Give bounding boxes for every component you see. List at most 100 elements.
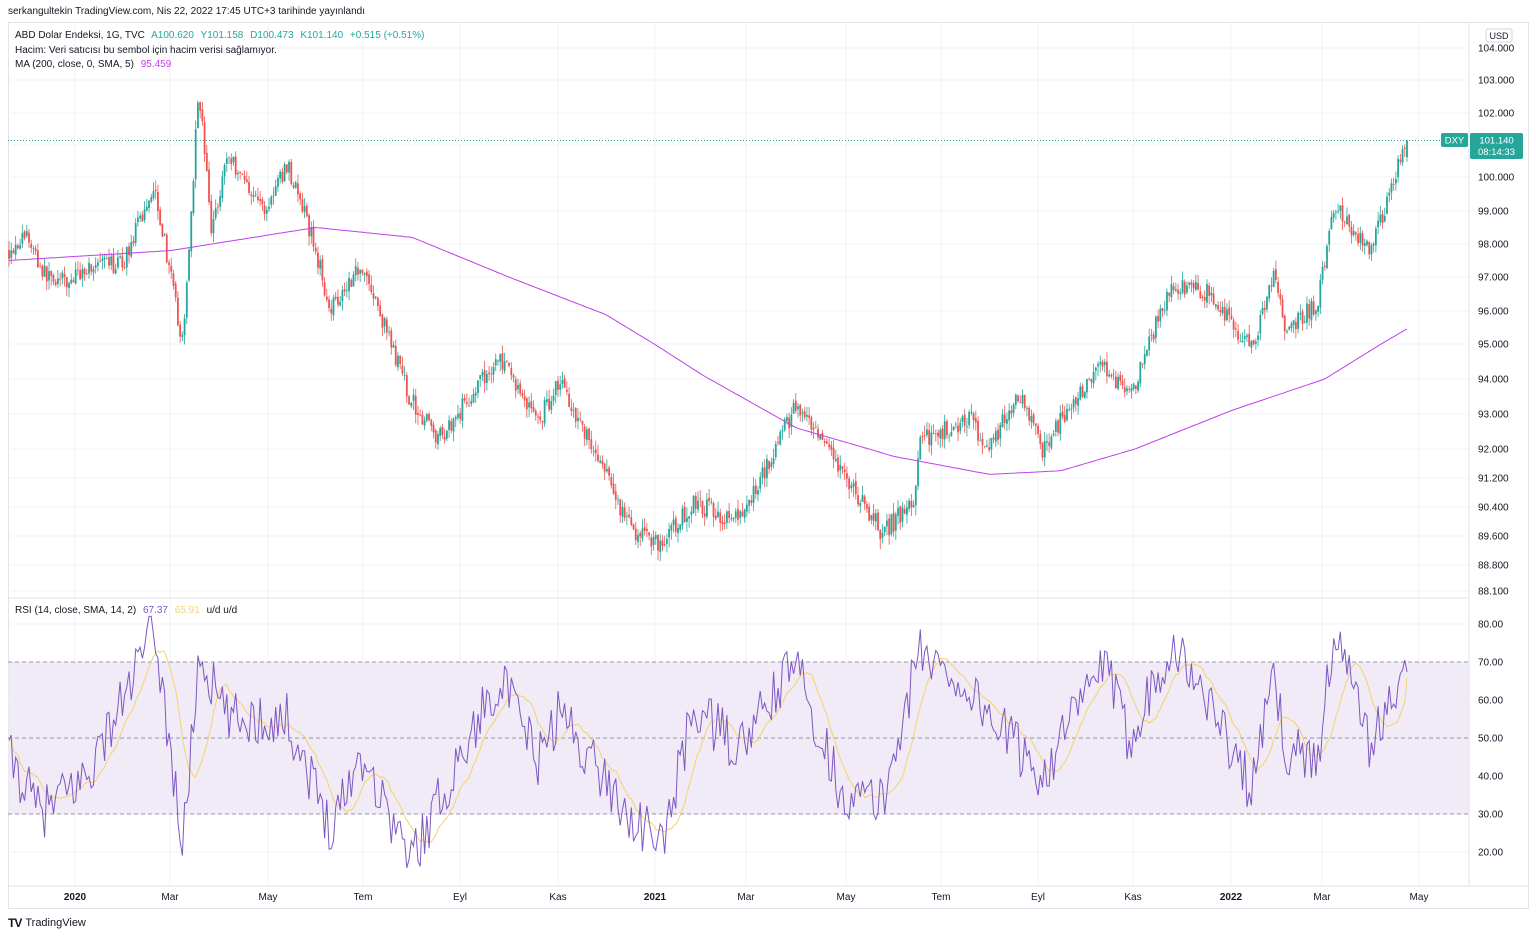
candle xyxy=(350,278,353,288)
candle xyxy=(1039,429,1042,450)
candle xyxy=(677,523,679,543)
candle xyxy=(1014,393,1017,410)
candle xyxy=(348,271,350,301)
rsi-legend[interactable]: RSI (14, close, SMA, 14, 2) 67.37 65.91 … xyxy=(15,605,241,616)
candle xyxy=(277,174,279,192)
candle xyxy=(1366,239,1368,247)
candle xyxy=(790,407,793,435)
candle xyxy=(390,327,393,355)
candle xyxy=(603,462,606,480)
candle xyxy=(572,402,575,418)
candle xyxy=(325,288,328,302)
candle xyxy=(1361,230,1364,252)
candle xyxy=(592,445,595,457)
candle xyxy=(28,228,30,248)
tradingview-footer[interactable]: TV TradingView xyxy=(8,916,86,930)
candle xyxy=(383,316,386,334)
candle xyxy=(159,206,162,227)
candle xyxy=(125,246,128,276)
candle xyxy=(99,252,102,263)
candle xyxy=(459,407,462,424)
candle xyxy=(1241,332,1244,344)
candle xyxy=(354,258,357,282)
candle xyxy=(81,264,84,287)
candle xyxy=(812,421,815,439)
candle xyxy=(1206,279,1208,308)
candle xyxy=(1026,405,1028,417)
candle xyxy=(543,396,546,427)
candle xyxy=(828,438,831,451)
candle xyxy=(930,425,933,456)
candle xyxy=(1226,303,1228,322)
candle xyxy=(557,375,559,398)
candle xyxy=(837,454,839,478)
candle xyxy=(305,202,308,218)
candle xyxy=(721,515,724,531)
candle xyxy=(999,422,1002,447)
candle xyxy=(719,508,722,532)
price-tick-label: 90.400 xyxy=(1478,503,1509,514)
candle xyxy=(645,523,648,538)
candle xyxy=(317,246,319,275)
candle xyxy=(165,232,168,264)
candle xyxy=(221,170,224,202)
candle xyxy=(568,387,570,408)
candle xyxy=(1337,203,1340,215)
candle xyxy=(488,366,490,381)
legend-symbol[interactable]: ABD Dolar Endeksi, 1G, TVC xyxy=(15,30,145,41)
candle xyxy=(179,321,182,343)
candle xyxy=(1401,145,1404,167)
candle xyxy=(441,423,444,439)
candle xyxy=(537,413,539,425)
candle xyxy=(168,259,170,274)
candle xyxy=(901,502,904,528)
candle xyxy=(105,254,108,260)
candle xyxy=(263,201,266,221)
candle xyxy=(8,241,10,267)
candle xyxy=(134,218,137,247)
candle xyxy=(725,509,728,529)
candle xyxy=(879,529,882,550)
candle xyxy=(452,417,455,442)
candle xyxy=(1008,403,1011,430)
candle xyxy=(14,235,17,260)
candle xyxy=(923,425,926,441)
candle xyxy=(474,386,477,403)
candle xyxy=(79,262,82,281)
candle xyxy=(1197,275,1199,291)
candle xyxy=(1041,441,1044,462)
candle xyxy=(465,393,468,408)
candle xyxy=(1210,286,1213,302)
candle xyxy=(301,192,304,214)
candle xyxy=(74,262,77,285)
candle xyxy=(854,472,857,500)
candle xyxy=(1072,395,1075,413)
candle xyxy=(846,466,848,488)
candle xyxy=(405,371,408,403)
candle xyxy=(1159,304,1162,328)
candle xyxy=(397,352,399,371)
candle xyxy=(892,502,895,537)
candle xyxy=(430,418,433,432)
candle xyxy=(394,339,397,368)
candle xyxy=(697,491,699,513)
candle xyxy=(245,171,248,183)
candle xyxy=(639,530,642,547)
candle xyxy=(681,504,684,531)
candle xyxy=(1270,277,1273,293)
candle xyxy=(85,268,88,275)
candle xyxy=(252,186,255,202)
candle xyxy=(977,416,979,447)
candle xyxy=(648,532,651,541)
candle xyxy=(223,163,226,185)
candle xyxy=(983,445,986,449)
candle xyxy=(239,171,242,180)
candle xyxy=(1283,314,1286,341)
candle xyxy=(494,353,497,372)
candle xyxy=(16,243,19,250)
candle xyxy=(830,440,833,457)
ma-legend[interactable]: MA (200, close, 0, SMA, 5) 95.459 xyxy=(15,59,175,70)
candle xyxy=(539,410,542,424)
candle xyxy=(665,533,668,553)
